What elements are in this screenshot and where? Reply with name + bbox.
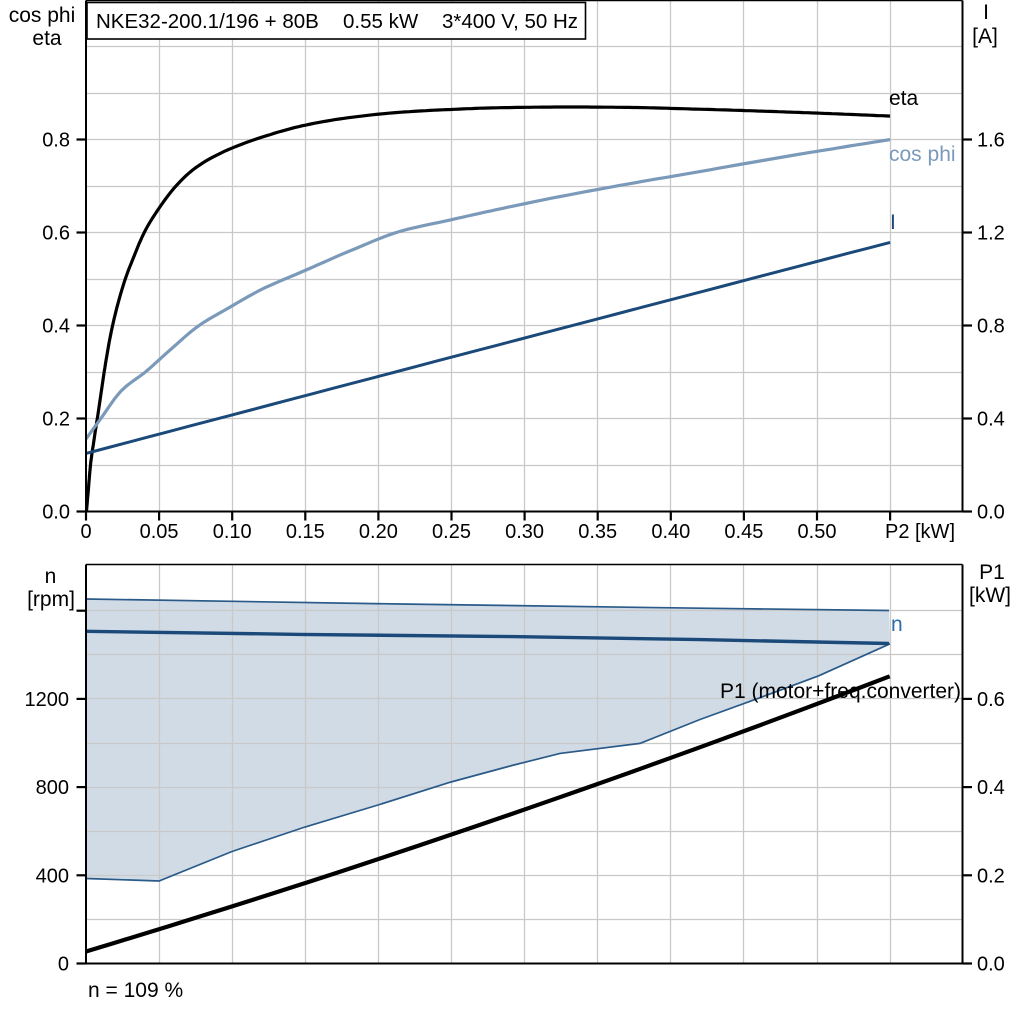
svg-text:0.0: 0.0 xyxy=(977,954,1005,976)
svg-text:0.4: 0.4 xyxy=(42,316,70,338)
svg-text:800: 800 xyxy=(36,777,69,799)
svg-text:0.55 kW: 0.55 kW xyxy=(343,10,419,33)
svg-text:P2 [kW]: P2 [kW] xyxy=(885,521,955,543)
svg-text:0.35: 0.35 xyxy=(578,521,617,543)
svg-text:0.45: 0.45 xyxy=(724,521,763,543)
svg-text:P1: P1 xyxy=(979,561,1005,584)
svg-text:1.6: 1.6 xyxy=(977,130,1005,152)
svg-text:3*400 V, 50 Hz: 3*400 V, 50 Hz xyxy=(442,10,578,33)
svg-text:0.25: 0.25 xyxy=(432,521,471,543)
svg-text:0.40: 0.40 xyxy=(651,521,690,543)
svg-text:0: 0 xyxy=(80,521,91,543)
svg-text:0.30: 0.30 xyxy=(505,521,544,543)
svg-text:1.2: 1.2 xyxy=(977,223,1005,245)
svg-text:I: I xyxy=(890,211,896,234)
svg-text:1200: 1200 xyxy=(25,689,70,711)
svg-text:0.6: 0.6 xyxy=(977,689,1005,711)
svg-text:0.50: 0.50 xyxy=(798,521,837,543)
svg-text:n = 109 %: n = 109 % xyxy=(88,979,183,1002)
svg-text:0.15: 0.15 xyxy=(286,521,325,543)
svg-text:n: n xyxy=(45,565,57,588)
svg-text:0.2: 0.2 xyxy=(42,409,70,431)
svg-text:0.2: 0.2 xyxy=(977,865,1005,887)
svg-text:0.20: 0.20 xyxy=(359,521,398,543)
svg-text:0.8: 0.8 xyxy=(42,130,70,152)
svg-text:cos phi: cos phi xyxy=(889,143,956,166)
svg-text:0.0: 0.0 xyxy=(42,502,70,524)
svg-text:0.4: 0.4 xyxy=(977,777,1005,799)
svg-text:0.05: 0.05 xyxy=(140,521,179,543)
svg-text:P1 (motor+freq.converter): P1 (motor+freq.converter) xyxy=(720,680,961,703)
svg-text:400: 400 xyxy=(36,865,69,887)
svg-text:[rpm]: [rpm] xyxy=(27,588,75,611)
svg-text:0.6: 0.6 xyxy=(42,223,70,245)
svg-text:I: I xyxy=(983,1,989,24)
svg-text:[A]: [A] xyxy=(972,25,998,48)
svg-text:0: 0 xyxy=(58,954,69,976)
svg-text:0.8: 0.8 xyxy=(977,316,1005,338)
svg-text:0.10: 0.10 xyxy=(213,521,252,543)
svg-text:0.0: 0.0 xyxy=(977,502,1005,524)
svg-text:[kW]: [kW] xyxy=(969,584,1011,607)
svg-text:NKE32-200.1/196 + 80B: NKE32-200.1/196 + 80B xyxy=(96,10,319,33)
svg-text:cos phi: cos phi xyxy=(9,4,76,27)
svg-text:eta: eta xyxy=(889,87,919,110)
svg-text:n: n xyxy=(891,613,903,636)
svg-text:0.4: 0.4 xyxy=(977,409,1005,431)
svg-text:eta: eta xyxy=(32,27,62,50)
